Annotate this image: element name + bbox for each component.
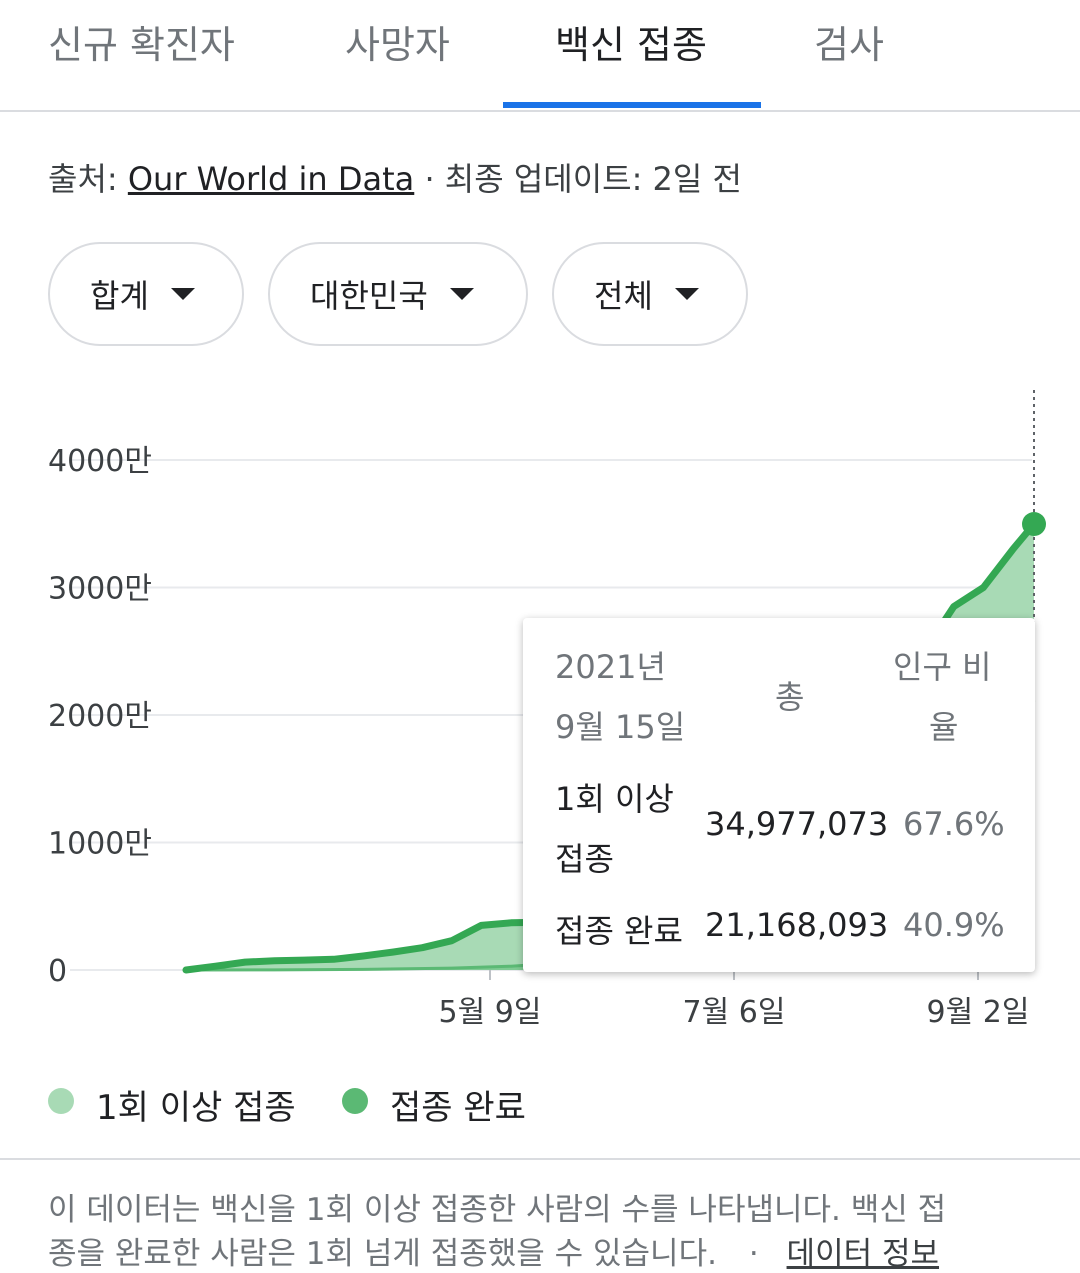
x-tick-label: 5월 9일 bbox=[439, 995, 542, 1030]
tooltip-date-year: 2021년 bbox=[555, 648, 666, 686]
tooltip-row1-label: 1회 이상 bbox=[555, 780, 674, 818]
update-info: · 최종 업데이트: 2일 전 bbox=[414, 160, 742, 198]
y-tick-label: 0 bbox=[48, 954, 67, 989]
y-tick-label: 4000만 bbox=[48, 444, 152, 479]
tooltip-col-ratio-cont: 율 bbox=[929, 708, 959, 746]
hover-point bbox=[1022, 512, 1046, 537]
note-separator: · bbox=[748, 1236, 759, 1272]
dropdown-arrow-icon bbox=[170, 288, 195, 300]
legend-label-fully: 접종 완료 bbox=[390, 1088, 526, 1128]
tab-bar: 신규 확진자 사망자 백신 접종 검사 bbox=[0, 0, 1080, 112]
tooltip-row2-total: 21,168,093 bbox=[705, 906, 889, 944]
tooltip-row2-label: 접종 완료 bbox=[555, 912, 683, 950]
region-dropdown-label: 대한민국 bbox=[310, 277, 428, 315]
metric-dropdown-label: 합계 bbox=[90, 277, 149, 315]
legend-dot-at-least-one bbox=[48, 1088, 74, 1114]
section-divider bbox=[0, 1158, 1080, 1160]
dropdown-arrow-icon bbox=[674, 288, 699, 300]
data-info-link[interactable]: 데이터 정보 bbox=[786, 1236, 940, 1272]
tooltip-row1-ratio: 67.6% bbox=[903, 805, 1005, 843]
source-link[interactable]: Our World in Data bbox=[127, 160, 415, 198]
tooltip-row1-total: 34,977,073 bbox=[705, 805, 889, 843]
period-dropdown-label: 전체 bbox=[594, 277, 653, 315]
x-tick-label: 9월 2일 bbox=[927, 995, 1030, 1030]
metric-dropdown[interactable]: 합계 bbox=[48, 242, 244, 346]
source-prefix: 출처: bbox=[48, 160, 128, 198]
y-tick-label: 2000만 bbox=[48, 699, 152, 734]
active-tab-indicator bbox=[503, 102, 761, 108]
x-axis-labels: 5월 9일 7월 6일 9월 2일 bbox=[439, 970, 1030, 1030]
tab-new-cases[interactable]: 신규 확진자 bbox=[48, 23, 235, 67]
tab-vaccination[interactable]: 백신 접종 bbox=[555, 23, 707, 67]
period-dropdown[interactable]: 전체 bbox=[552, 242, 748, 346]
tooltip-row1-label-cont: 접종 bbox=[555, 840, 614, 878]
tooltip-col-total: 총 bbox=[775, 678, 805, 716]
region-dropdown[interactable]: 대한민국 bbox=[268, 242, 528, 346]
data-note-line1: 이 데이터는 백신을 1회 이상 접종한 사람의 수를 나타냅니다. 백신 접 bbox=[48, 1192, 947, 1228]
x-tick-label: 7월 6일 bbox=[683, 995, 786, 1030]
chart-tooltip: 2021년 9월 15일 총 인구 비 율 1회 이상 접종 34,977,07… bbox=[523, 618, 1035, 972]
y-tick-label: 1000만 bbox=[48, 827, 152, 862]
tooltip-date-day: 9월 15일 bbox=[555, 708, 686, 746]
source-line: 출처: Our World in Data · 최종 업데이트: 2일 전 bbox=[48, 154, 742, 200]
tab-deaths[interactable]: 사망자 bbox=[345, 23, 450, 67]
dropdown-arrow-icon bbox=[449, 288, 474, 300]
legend-dot-fully bbox=[342, 1088, 368, 1114]
y-axis-labels: 4000만 3000만 2000만 1000만 0 bbox=[48, 444, 152, 989]
data-note-text: 종을 완료한 사람은 1회 넘게 접종했을 수 있습니다. bbox=[48, 1236, 717, 1272]
legend-label-at-least-one: 1회 이상 접종 bbox=[96, 1088, 296, 1128]
data-note-line2: 종을 완료한 사람은 1회 넘게 접종했을 수 있습니다. · 데이터 정보 bbox=[48, 1228, 939, 1273]
tooltip-col-ratio: 인구 비 bbox=[893, 648, 992, 686]
tooltip-row2-ratio: 40.9% bbox=[903, 906, 1005, 944]
tab-tests[interactable]: 검사 bbox=[814, 23, 884, 67]
y-tick-label: 3000만 bbox=[48, 572, 152, 607]
